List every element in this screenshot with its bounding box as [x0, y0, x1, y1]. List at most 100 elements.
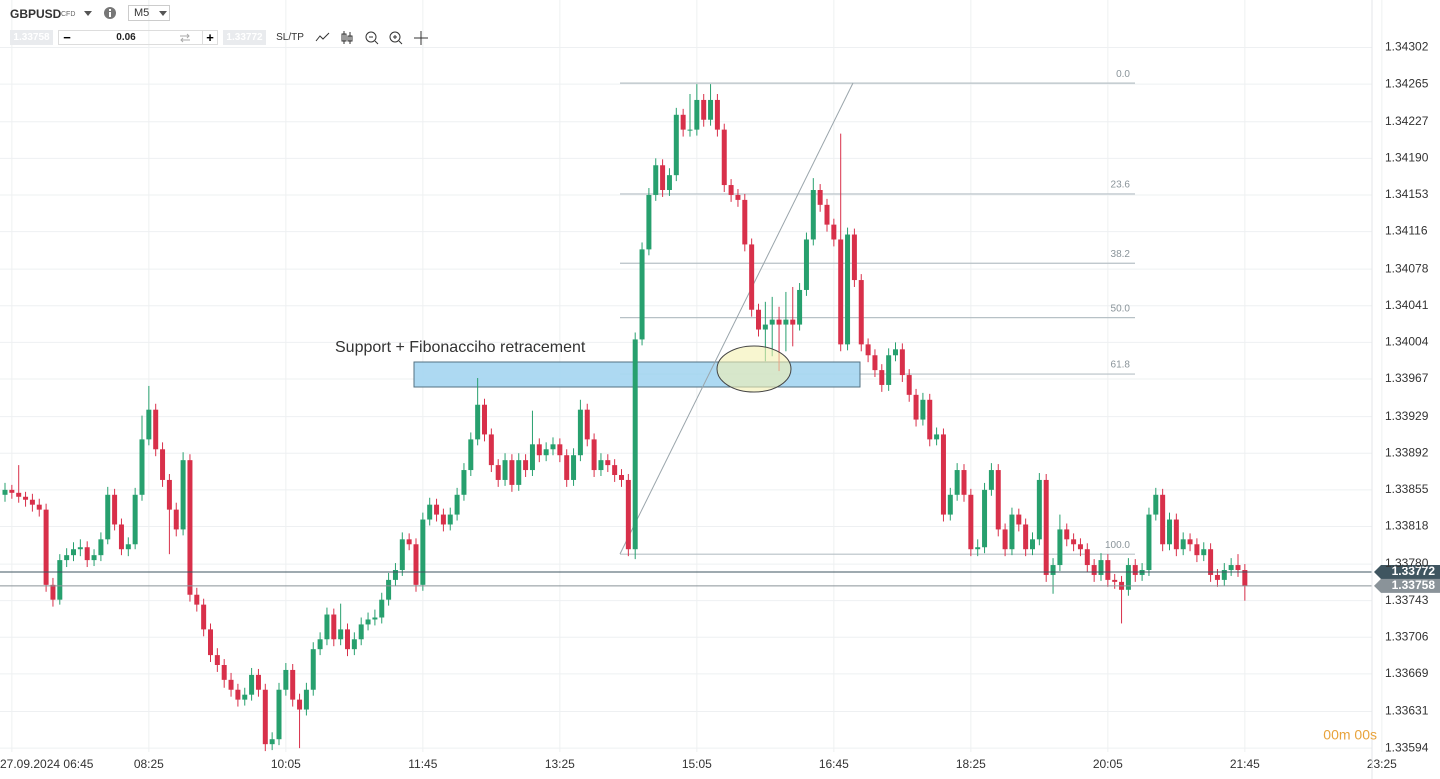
- candle-body: [1077, 544, 1083, 550]
- candle-body: [762, 324, 768, 330]
- candle-body: [351, 639, 357, 650]
- candle-body: [851, 234, 857, 281]
- candle-chart-icon[interactable]: [341, 31, 353, 44]
- candle-body: [1153, 494, 1159, 515]
- candle-body: [838, 239, 844, 345]
- candle-body: [947, 494, 953, 515]
- candle-body: [612, 465, 618, 475]
- candle-body: [913, 394, 919, 420]
- price-tag: [1374, 578, 1440, 593]
- swap-icon[interactable]: [179, 33, 191, 43]
- candle-body: [769, 319, 775, 325]
- candle-body: [447, 514, 453, 525]
- x-tick-label: 27.09.2024 06:45: [0, 757, 94, 771]
- symbol[interactable]: GBPUSD: [10, 6, 62, 21]
- candle-body: [180, 460, 186, 530]
- candle-body: [790, 319, 796, 325]
- candle-body: [475, 404, 481, 440]
- candle-body: [824, 204, 830, 225]
- x-tick-label: 10:05: [271, 757, 301, 771]
- candle-body: [29, 499, 35, 505]
- zoom-in-icon[interactable]: [389, 31, 403, 45]
- candle-body: [783, 319, 789, 325]
- candle-body: [886, 355, 892, 385]
- candle-body: [125, 544, 131, 550]
- candle-body: [71, 549, 76, 556]
- candle-body: [708, 99, 714, 120]
- candle-body: [625, 479, 631, 550]
- candle-body: [1105, 560, 1111, 580]
- candle-body: [940, 434, 946, 515]
- x-tick-label: 15:05: [682, 757, 712, 771]
- symbol-dropdown[interactable]: [83, 9, 93, 17]
- x-tick-label: 21:45: [1230, 757, 1260, 771]
- candle-body: [43, 509, 49, 585]
- candle-body: [153, 409, 159, 450]
- candle-body: [399, 539, 405, 570]
- candle-body: [173, 509, 179, 530]
- candle-body: [872, 355, 878, 371]
- candle-body: [1187, 539, 1193, 545]
- candle-body: [975, 547, 981, 550]
- y-tick-label: 1.33818: [1385, 519, 1429, 533]
- candle-body: [516, 460, 522, 485]
- volume-box: [58, 30, 218, 45]
- candle-body: [57, 560, 63, 600]
- fib-trend-line: [619, 82, 854, 555]
- buy-price[interactable]: 1.33772: [223, 30, 266, 45]
- candle-body: [317, 639, 323, 650]
- candle-body: [427, 504, 433, 520]
- candle-body: [214, 655, 220, 665]
- price-tag: [1374, 564, 1440, 579]
- candle-body: [803, 239, 809, 290]
- info-icon[interactable]: [103, 6, 117, 20]
- candle-body: [742, 199, 748, 245]
- zoom-out-icon[interactable]: [365, 31, 379, 45]
- candle-body: [345, 629, 350, 650]
- y-tick-label: 1.34116: [1385, 224, 1428, 238]
- candle-body: [1201, 549, 1207, 556]
- minus-button[interactable]: −: [63, 30, 71, 45]
- y-tick-label: 1.34004: [1385, 335, 1429, 349]
- x-tick-label: 16:45: [819, 757, 849, 771]
- plus-button[interactable]: +: [202, 30, 217, 45]
- candle-body: [468, 439, 474, 471]
- fib-label: 38.2: [1111, 249, 1131, 260]
- y-tick-label: 1.33780: [1385, 556, 1429, 570]
- candle-body: [187, 460, 193, 595]
- candle-body: [1084, 549, 1090, 566]
- candle-body: [16, 492, 22, 497]
- candle-body: [105, 494, 111, 540]
- timeframe: M5: [134, 7, 150, 19]
- crosshair-icon[interactable]: [414, 31, 428, 45]
- annotation: Support + Fibonacciho retracement: [335, 339, 586, 356]
- candle-body: [543, 449, 549, 456]
- volume[interactable]: 0.06: [116, 32, 136, 43]
- timeframe-select[interactable]: M5: [128, 5, 170, 21]
- candle-body: [290, 669, 296, 700]
- candle-body: [1242, 570, 1248, 586]
- y-tick-label: 1.33594: [1385, 740, 1429, 754]
- candle-body: [235, 689, 241, 700]
- sell-price[interactable]: 1.33758: [10, 30, 53, 45]
- candle-body: [379, 599, 385, 618]
- sltp-button[interactable]: SL/TP: [276, 32, 304, 43]
- candle-body: [283, 669, 289, 690]
- candle-body: [440, 514, 446, 525]
- candle-body: [1098, 560, 1104, 575]
- candle-body: [858, 280, 864, 345]
- candle-body: [118, 524, 124, 550]
- candles: [2, 84, 1248, 752]
- candle-body: [687, 129, 693, 131]
- candle-body: [1036, 479, 1042, 540]
- line-chart-icon[interactable]: [315, 32, 330, 42]
- candle-body: [413, 544, 419, 585]
- candle-body: [694, 99, 700, 130]
- candle-body: [36, 504, 42, 510]
- candle-body: [262, 689, 268, 745]
- candle-body: [434, 504, 440, 515]
- candle-body: [2, 489, 8, 495]
- candle-body: [591, 439, 597, 471]
